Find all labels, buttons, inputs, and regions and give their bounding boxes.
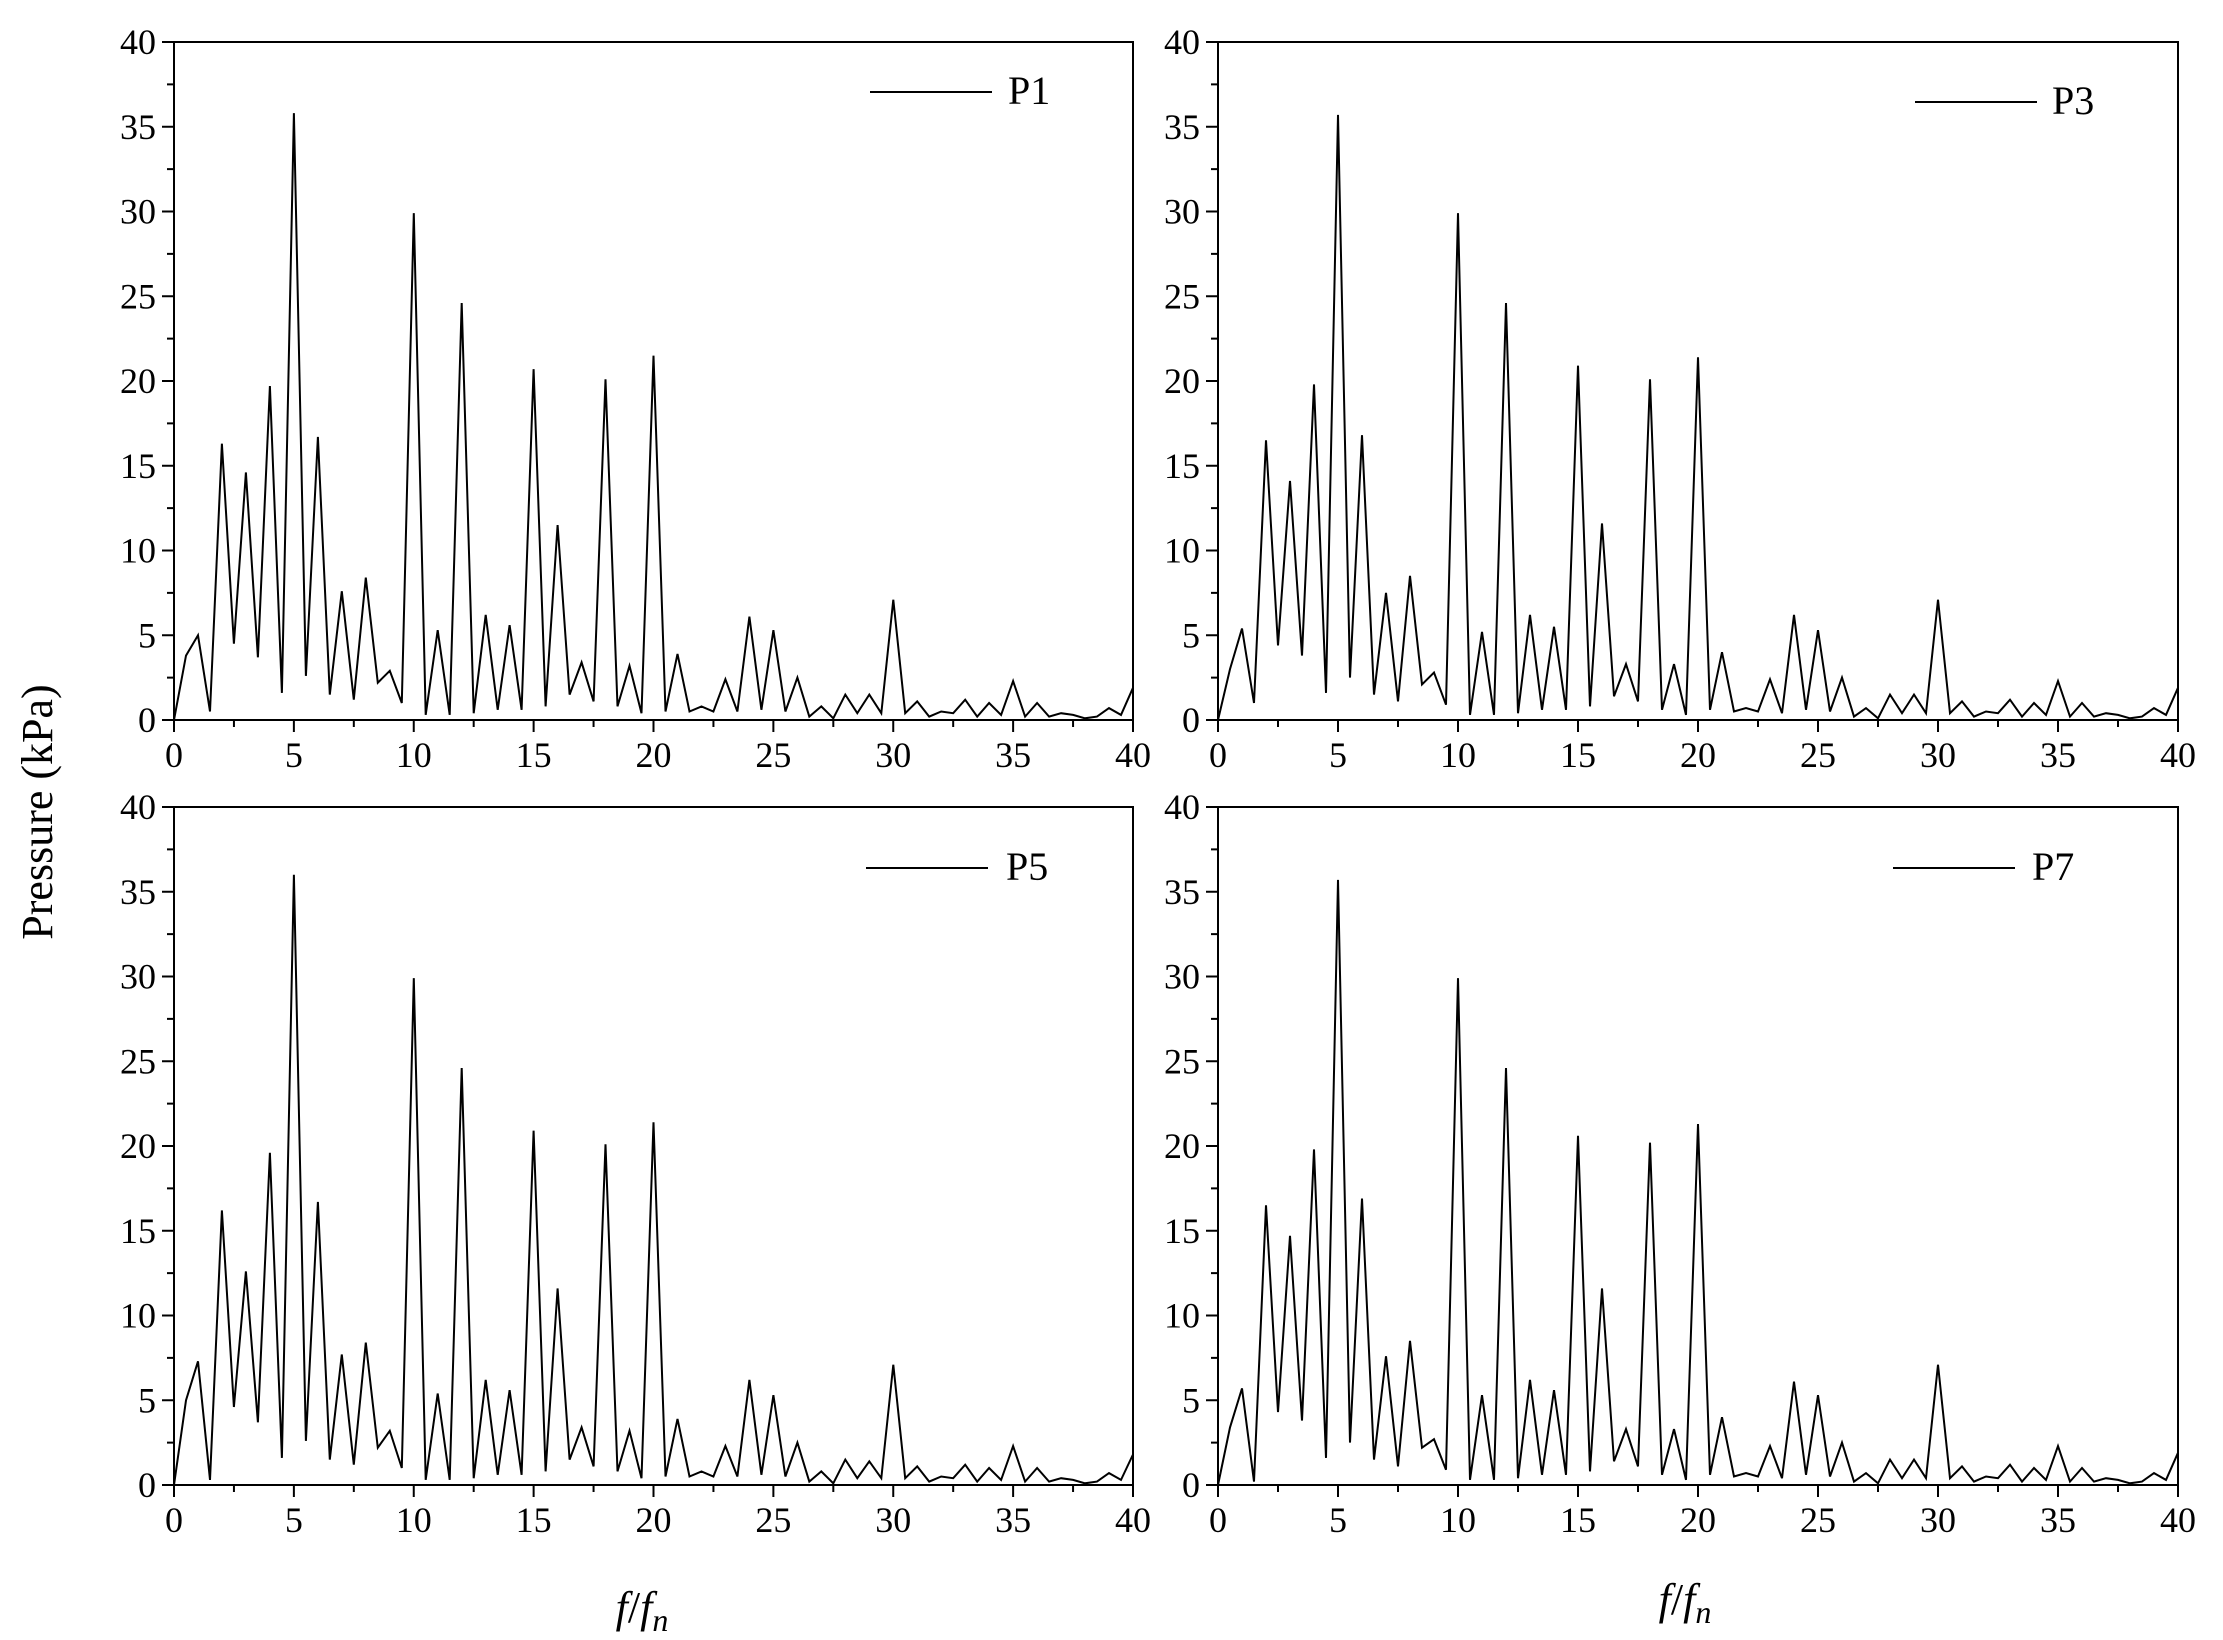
x-tick-label: 20 (1680, 1500, 1716, 1540)
legend-label: P7 (2032, 844, 2074, 889)
y-tick-label: 30 (1164, 957, 1200, 997)
y-tick-label: 20 (120, 361, 156, 401)
x-tick-label: 25 (1800, 735, 1836, 775)
y-tick-label: 0 (1182, 1465, 1200, 1505)
x-tick-label: 15 (1560, 735, 1596, 775)
x-tick-label: 0 (165, 1500, 183, 1540)
y-tick-label: 30 (120, 192, 156, 232)
x-tick-label: 35 (995, 1500, 1031, 1540)
x-tick-label: 0 (1209, 735, 1227, 775)
x-tick-label: 5 (1329, 1500, 1347, 1540)
x-tick-label: 20 (1680, 735, 1716, 775)
x-tick-label: 40 (1115, 735, 1151, 775)
x-tick-label: 5 (285, 735, 303, 775)
x-tick-label: 25 (1800, 1500, 1836, 1540)
x-tick-label: 30 (875, 735, 911, 775)
chart-panel-2: 0 5 10 15 20 25 30 35 40 0 5 10 15 20 25 30 35 40 P3 (1164, 22, 2196, 775)
x-tick-label: 30 (1920, 735, 1956, 775)
x-tick-label: 5 (1329, 735, 1347, 775)
y-tick-label: 35 (120, 107, 156, 147)
y-tick-label: 0 (138, 1465, 156, 1505)
x-tick-label: 0 (165, 735, 183, 775)
y-tick-label: 40 (1164, 787, 1200, 827)
x-tick-label: 0 (1209, 1500, 1227, 1540)
x-tick-label: 20 (636, 735, 672, 775)
chart-panel-1: 0 5 10 15 20 25 30 35 40 0 5 10 15 20 25 30 35 40 P1 (120, 22, 1151, 775)
y-axis-title: Pressure (kPa) (13, 684, 62, 939)
x-tick-label: 15 (1560, 1500, 1596, 1540)
x-tick-label: 40 (1115, 1500, 1151, 1540)
x-tick-label: 35 (995, 735, 1031, 775)
y-tick-label: 30 (1164, 192, 1200, 232)
y-tick-label: 40 (120, 22, 156, 62)
chart-panel-4: 0 5 10 15 20 25 30 35 40 0 5 10 15 20 25 30 35 40 P7 (1164, 787, 2196, 1540)
y-tick-label: 35 (120, 872, 156, 912)
y-tick-label: 15 (1164, 446, 1200, 486)
x-tick-label: 5 (285, 1500, 303, 1540)
y-tick-label: 35 (1164, 872, 1200, 912)
legend-label: P5 (1006, 844, 1048, 889)
series-line-p5 (173, 874, 1134, 1486)
y-tick-label: 20 (120, 1126, 156, 1166)
x-tick-label: 40 (2160, 735, 2196, 775)
x-tick-label: 30 (875, 1500, 911, 1540)
y-tick-label: 40 (120, 787, 156, 827)
y-tick-label: 10 (120, 531, 156, 571)
x-axis-title-left: f/fn (616, 1583, 669, 1638)
x-tick-label: 15 (516, 735, 552, 775)
x-tick-label: 35 (2040, 735, 2076, 775)
x-tick-label: 20 (636, 1500, 672, 1540)
x-tick-label: 30 (1920, 1500, 1956, 1540)
y-tick-label: 5 (138, 1380, 156, 1420)
y-tick-label: 25 (1164, 276, 1200, 316)
y-tick-label: 20 (1164, 361, 1200, 401)
x-tick-label: 15 (516, 1500, 552, 1540)
x-tick-label: 10 (396, 735, 432, 775)
x-tick-label: 25 (755, 735, 791, 775)
x-tick-label: 10 (396, 1500, 432, 1540)
y-tick-label: 15 (1164, 1211, 1200, 1251)
series-line-p3 (1217, 114, 2179, 721)
y-tick-label: 25 (120, 276, 156, 316)
y-tick-label: 5 (1182, 615, 1200, 655)
chart-panel-3: 0 5 10 15 20 25 30 35 40 0 5 10 15 20 25 30 35 40 P5 (120, 787, 1151, 1540)
y-tick-label: 35 (1164, 107, 1200, 147)
y-tick-label: 5 (1182, 1380, 1200, 1420)
y-tick-label: 10 (1164, 531, 1200, 571)
y-tick-label: 15 (120, 1211, 156, 1251)
x-axis-title-right: f/fn (1659, 1575, 1712, 1630)
y-tick-label: 30 (120, 957, 156, 997)
y-tick-label: 15 (120, 446, 156, 486)
y-tick-label: 25 (1164, 1041, 1200, 1081)
y-tick-label: 0 (1182, 700, 1200, 740)
y-tick-label: 10 (1164, 1296, 1200, 1336)
legend-label: P3 (2052, 78, 2094, 123)
x-tick-label: 35 (2040, 1500, 2076, 1540)
y-tick-label: 20 (1164, 1126, 1200, 1166)
y-tick-label: 10 (120, 1296, 156, 1336)
y-tick-label: 5 (138, 615, 156, 655)
y-tick-label: 40 (1164, 22, 1200, 62)
x-tick-label: 10 (1440, 735, 1476, 775)
x-tick-label: 25 (755, 1500, 791, 1540)
series-line-p7 (1217, 879, 2179, 1486)
y-tick-label: 0 (138, 700, 156, 740)
y-tick-label: 25 (120, 1041, 156, 1081)
series-line-p1 (173, 113, 1134, 721)
x-tick-label: 40 (2160, 1500, 2196, 1540)
x-tick-label: 10 (1440, 1500, 1476, 1540)
legend-label: P1 (1008, 68, 1050, 113)
